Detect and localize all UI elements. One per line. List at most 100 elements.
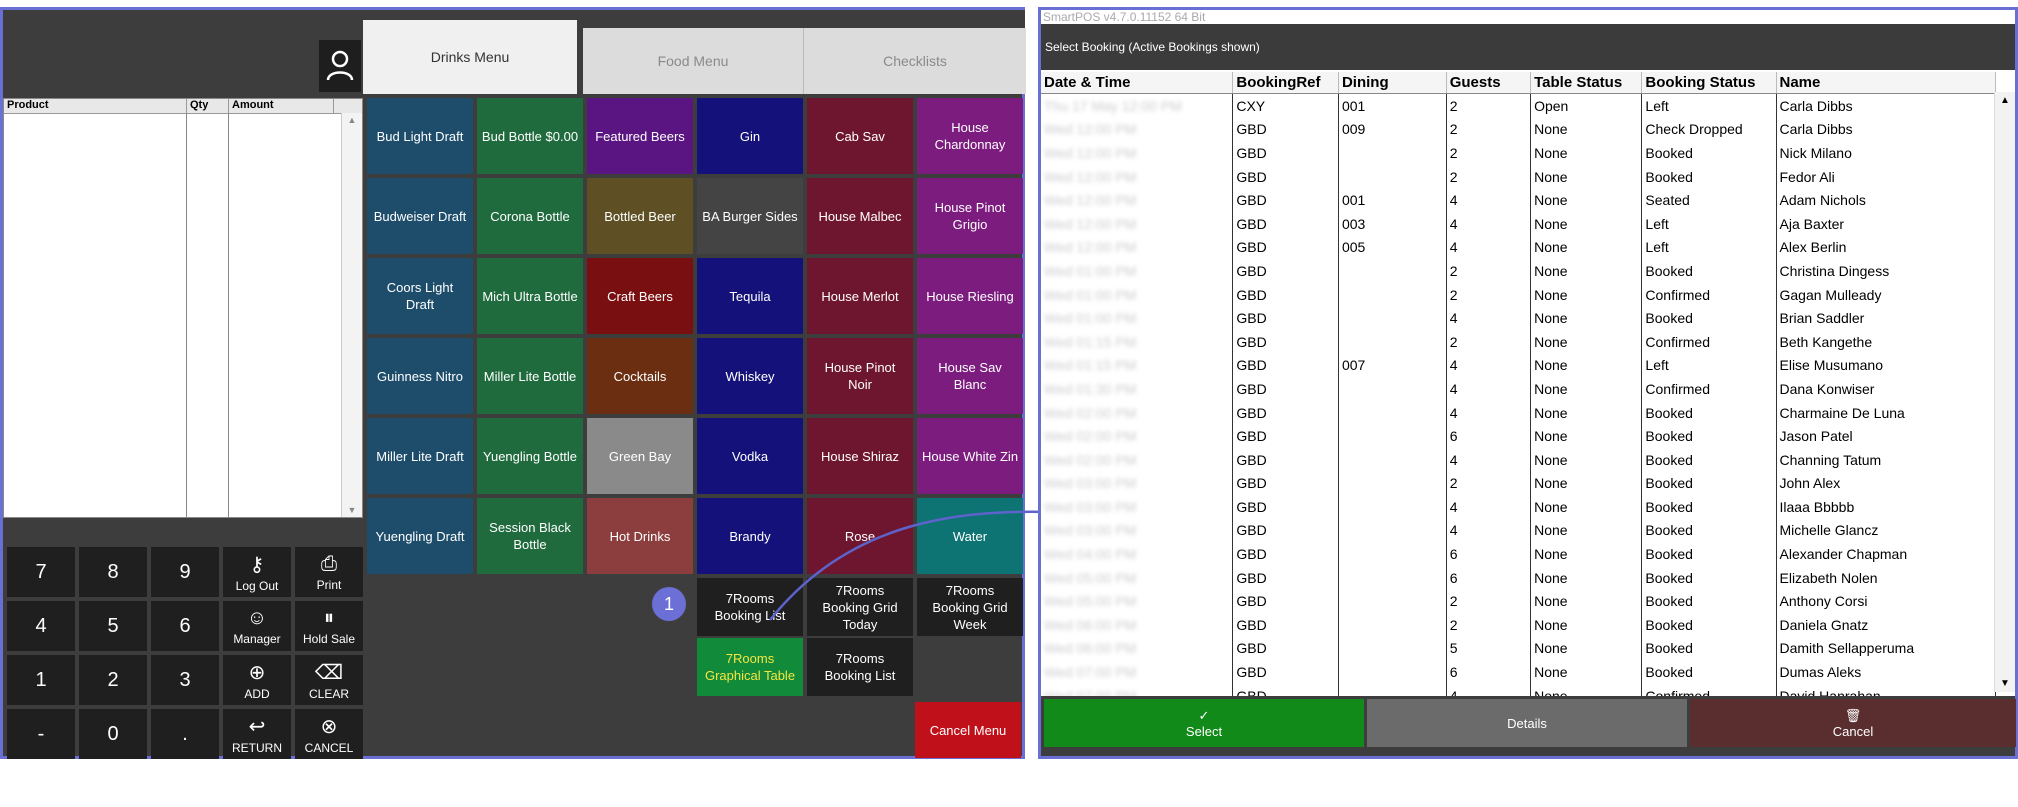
keypad-key[interactable]: 9	[151, 547, 219, 597]
table-row[interactable]: Wed 12:00 PM GBD 2 None Booked Fedor Ali	[1041, 164, 1996, 189]
function-key[interactable]: ⚷ Log Out	[223, 547, 291, 597]
function-key[interactable]: ⌫ CLEAR	[295, 655, 363, 705]
table-row[interactable]: Wed 12:00 PM GBD 009 2 None Check Dropped Carl…	[1041, 117, 1996, 142]
drink-button[interactable]: Miller Lite Draft	[367, 418, 473, 494]
table-row[interactable]: Wed 01:15 PM GBD 2 None Confirmed Beth Kanget…	[1041, 329, 1996, 354]
drink-button[interactable]: House Chardonnay	[917, 98, 1023, 174]
table-row[interactable]: Thu 17 May 12:00 PM CXY 001 2 Open Left Carla …	[1041, 93, 1996, 118]
table-row[interactable]: Wed 02:00 PM GBD 4 None Booked Channing Tatum	[1041, 447, 1996, 472]
keypad-key[interactable]: 1	[7, 655, 75, 705]
select-button[interactable]: ✓ Select	[1044, 699, 1364, 747]
table-row[interactable]: Wed 12:00 PM GBD 005 4 None Left Alex Berlin	[1041, 235, 1996, 260]
drink-button[interactable]: Session Black Bottle	[477, 498, 583, 574]
drink-button[interactable]: Budweiser Draft	[367, 178, 473, 254]
table-row[interactable]: Wed 01:00 PM GBD 2 None Confirmed Gagan Mulle…	[1041, 282, 1996, 307]
keypad-key[interactable]: 6	[151, 601, 219, 651]
tab-food-menu[interactable]: Food Menu	[583, 28, 803, 94]
order-scrollbar[interactable]: ▲ ▼	[341, 113, 362, 517]
table-row[interactable]: Wed 05:00 PM GBD 2 None Booked Anthony Corsi	[1041, 589, 1996, 614]
user-button[interactable]	[319, 40, 361, 92]
scroll-down-icon[interactable]: ▼	[347, 505, 357, 515]
drink-button[interactable]: House Sav Blanc	[917, 338, 1023, 414]
function-key[interactable]: ☺ Manager	[223, 601, 291, 651]
function-key[interactable]: ⎙ Print	[295, 547, 363, 597]
drink-button[interactable]: Cab Sav	[807, 98, 913, 174]
keypad-key[interactable]: 0	[79, 709, 147, 759]
table-row[interactable]: Wed 01:00 PM GBD 2 None Booked Christina Ding…	[1041, 259, 1996, 283]
details-button[interactable]: Details	[1367, 699, 1687, 747]
keypad-key[interactable]: 2	[79, 655, 147, 705]
table-row[interactable]: Wed 03:00 PM GBD 2 None Booked John Alex	[1041, 471, 1996, 496]
drink-button[interactable]: House Riesling	[917, 258, 1023, 334]
keypad-key[interactable]: 4	[7, 601, 75, 651]
column-header[interactable]: Booking Status	[1641, 72, 1777, 94]
booking-button[interactable]: 7Rooms Booking List	[807, 638, 913, 696]
drink-button[interactable]: House Pinot Grigio	[917, 178, 1023, 254]
table-row[interactable]: Wed 01:30 PM GBD 4 None Confirmed Dana Konwis…	[1041, 377, 1996, 401]
drink-button[interactable]: Featured Beers	[587, 98, 693, 174]
scroll-up-icon[interactable]: ▲	[347, 115, 357, 125]
keypad-key[interactable]: 5	[79, 601, 147, 651]
table-row[interactable]: Wed 02:00 PM GBD 4 None Booked Charmaine De L…	[1041, 400, 1996, 425]
drink-button[interactable]: House Malbec	[807, 178, 913, 254]
booking-button[interactable]: 7Rooms Booking List	[697, 578, 803, 636]
column-header[interactable]: Dining	[1338, 72, 1447, 94]
drink-button[interactable]: Green Bay	[587, 418, 693, 494]
table-row[interactable]: Wed 12:00 PM GBD 001 4 None Seated Adam Nichol…	[1041, 188, 1996, 212]
drink-button[interactable]: Bud Light Draft	[367, 98, 473, 174]
drink-button[interactable]: Hot Drinks	[587, 498, 693, 574]
cancel-menu-button[interactable]: Cancel Menu	[915, 702, 1021, 758]
order-list[interactable]: Product Qty Amount ▲ ▼	[3, 98, 363, 518]
table-row[interactable]: Wed 07:00 PM GBD 6 None Booked Dumas Aleks	[1041, 660, 1996, 684]
drink-button[interactable]: Water	[917, 498, 1023, 574]
table-row[interactable]: Wed 01:00 PM GBD 4 None Booked Brian Saddler	[1041, 306, 1996, 330]
keypad-key[interactable]: 3	[151, 655, 219, 705]
function-key[interactable]: ⏸ Hold Sale	[295, 601, 363, 651]
drink-button[interactable]: House Shiraz	[807, 418, 913, 494]
bookings-scrollbar[interactable]: ▲ ▼	[1994, 92, 2015, 692]
drink-button[interactable]: Tequila	[697, 258, 803, 334]
drink-button[interactable]: Gin	[697, 98, 803, 174]
keypad-key[interactable]: .	[151, 709, 219, 759]
tab-checklists[interactable]: Checklists	[803, 28, 1026, 94]
drink-button[interactable]: Cocktails	[587, 338, 693, 414]
drink-button[interactable]: Yuengling Draft	[367, 498, 473, 574]
drink-button[interactable]: Bud Bottle $0.00	[477, 98, 583, 174]
drink-button[interactable]: BA Burger Sides	[697, 178, 803, 254]
table-row[interactable]: Wed 06:00 PM GBD 2 None Booked Daniela Gnatz	[1041, 613, 1996, 637]
drink-button[interactable]: Bottled Beer	[587, 178, 693, 254]
column-header[interactable]: Table Status	[1530, 72, 1643, 94]
drink-button[interactable]: Vodka	[697, 418, 803, 494]
table-row[interactable]: Wed 02:00 PM GBD 6 None Booked Jason Patel	[1041, 424, 1996, 448]
drink-button[interactable]: Corona Bottle	[477, 178, 583, 254]
table-row[interactable]: Wed 12:00 PM GBD 003 4 None Left Aja Baxter	[1041, 211, 1996, 236]
column-header[interactable]: BookingRef	[1232, 72, 1339, 94]
table-row[interactable]: Wed 03:00 PM GBD 4 None Booked Michelle Glanc…	[1041, 518, 1996, 543]
cancel-button[interactable]: 🗑 Cancel	[1690, 699, 2016, 747]
keypad-key[interactable]: 7	[7, 547, 75, 597]
drink-button[interactable]: Rose	[807, 498, 913, 574]
drink-button[interactable]: House Pinot Noir	[807, 338, 913, 414]
keypad-key[interactable]: -	[7, 709, 75, 759]
drink-button[interactable]: House Merlot	[807, 258, 913, 334]
booking-button[interactable]: 7Rooms Graphical Table	[697, 638, 803, 696]
booking-button[interactable]: 7Rooms Booking Grid Week	[917, 578, 1023, 636]
function-key[interactable]: ⊕ ADD	[223, 655, 291, 705]
tab-drinks-menu[interactable]: Drinks Menu	[363, 20, 577, 94]
drink-button[interactable]: Craft Beers	[587, 258, 693, 334]
table-row[interactable]: Wed 05:00 PM GBD 6 None Booked Elizabeth Nole…	[1041, 565, 1996, 590]
drink-button[interactable]: Guinness Nitro	[367, 338, 473, 414]
drink-button[interactable]: Yuengling Bottle	[477, 418, 583, 494]
scroll-up-icon[interactable]: ▲	[2000, 95, 2010, 106]
drink-button[interactable]: Miller Lite Bottle	[477, 338, 583, 414]
drink-button[interactable]: House White Zin	[917, 418, 1023, 494]
keypad-key[interactable]: 8	[79, 547, 147, 597]
drink-button[interactable]: Brandy	[697, 498, 803, 574]
column-header[interactable]: Date & Time	[1041, 72, 1234, 94]
table-row[interactable]: Wed 03:00 PM GBD 4 None Booked Ilaaa Bbbbb	[1041, 495, 1996, 519]
function-key[interactable]: ↩ RETURN	[223, 709, 291, 759]
function-key[interactable]: ⊗ CANCEL	[295, 709, 363, 759]
table-row[interactable]: Wed 12:00 PM GBD 2 None Booked Nick Milano	[1041, 141, 1996, 165]
drink-button[interactable]: Whiskey	[697, 338, 803, 414]
table-row[interactable]: Wed 01:15 PM GBD 007 4 None Left Elise Musuman…	[1041, 353, 1996, 378]
